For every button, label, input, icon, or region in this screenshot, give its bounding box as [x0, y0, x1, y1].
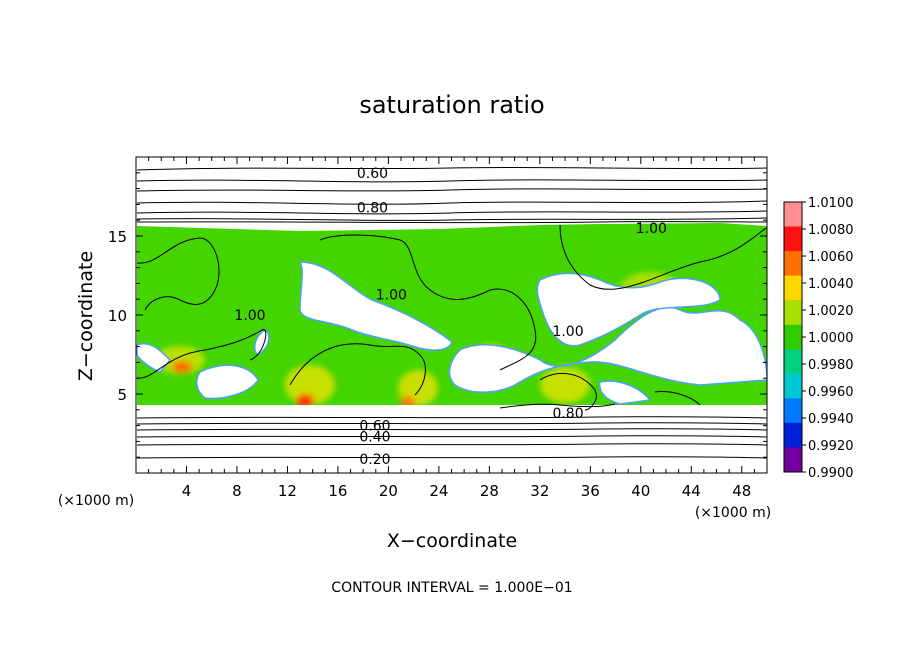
contour-labels: 0.600.801.001.001.001.000.800.600.400.20	[234, 166, 667, 468]
x-tick-label: 12	[278, 482, 297, 500]
colorbar-swatch	[784, 422, 802, 448]
colorbar: 1.0100 1.0080 1.0060 1.0040 1.0020 1.0000 0.99…	[783, 196, 854, 481]
x-unit-label: (×1000 m)	[695, 505, 771, 521]
contour-label: 1.00	[636, 221, 667, 237]
contour-label: 0.40	[359, 430, 390, 446]
colorbar-label: 1.0080	[808, 223, 854, 238]
colorbar-label: 0.9920	[808, 439, 854, 454]
colorbar-swatch	[784, 300, 802, 326]
y-tick-label: 5	[117, 386, 127, 404]
contour-label: 0.60	[359, 419, 390, 435]
x-tick-label: 28	[480, 482, 499, 500]
x-tick-label: 44	[682, 482, 701, 500]
colorbar-swatch	[784, 324, 802, 350]
colorbar-label: 1.0100	[808, 196, 854, 211]
colorbar-swatch	[784, 226, 802, 252]
contour-label: 0.80	[357, 201, 388, 217]
y-tick-labels: 5 10 15	[108, 228, 127, 404]
colorbar-label: 1.0060	[808, 250, 854, 265]
colorbar-swatch	[784, 275, 802, 301]
colorbar-swatch	[784, 398, 802, 424]
contour-label: 1.00	[376, 287, 407, 303]
x-tick-label: 16	[328, 482, 347, 500]
y-axis-label: Z−coordinate	[75, 251, 97, 381]
contour-label: 1.00	[552, 324, 583, 340]
contour-lines	[136, 166, 767, 459]
colorbar-swatch	[784, 251, 802, 277]
x-tick-label: 40	[631, 482, 650, 500]
colorbar-label: 1.0000	[808, 331, 854, 346]
z-unit-label: (×1000 m)	[58, 493, 134, 509]
x-tick-label: 24	[429, 482, 448, 500]
colorbar-label: 0.9900	[808, 466, 854, 481]
x-tick-label: 32	[530, 482, 549, 500]
x-axis-label: X−coordinate	[387, 530, 517, 552]
colorbar-swatch	[784, 202, 802, 228]
colorbar-label: 1.0040	[808, 277, 854, 292]
contour-interval-text: CONTOUR INTERVAL = 1.000E−01	[331, 580, 572, 596]
x-tick-label: 8	[232, 482, 242, 500]
axis-ticks	[136, 157, 767, 473]
colorbar-label: 0.9940	[808, 412, 854, 427]
colorbar-label: 0.9980	[808, 358, 854, 373]
contour-label: 0.60	[357, 166, 388, 182]
x-tick-labels: 4 8 12 16 20 24 28 32 36 40 44 48	[182, 482, 752, 500]
colorbar-swatch	[784, 373, 802, 399]
colorbar-swatch	[784, 349, 802, 375]
plot-area: 0.600.801.001.001.001.000.800.600.400.20	[135, 156, 768, 474]
x-tick-label: 20	[379, 482, 398, 500]
x-tick-label: 48	[732, 482, 751, 500]
colorbar-swatch	[784, 447, 802, 473]
x-tick-label: 4	[182, 482, 192, 500]
contour-label: 0.20	[359, 452, 390, 468]
colorbar-label: 0.9960	[808, 385, 854, 400]
x-tick-label: 36	[581, 482, 600, 500]
saturation-field	[136, 223, 767, 413]
colorbar-label: 1.0020	[808, 304, 854, 319]
subsaturated-pockets	[136, 261, 767, 405]
contour-label: 1.00	[234, 308, 265, 324]
cloud-base-band	[137, 405, 767, 413]
chart-title: saturation ratio	[359, 91, 544, 119]
y-tick-label: 10	[108, 307, 127, 325]
y-tick-label: 15	[108, 228, 127, 246]
contour-label: 0.80	[552, 406, 583, 422]
